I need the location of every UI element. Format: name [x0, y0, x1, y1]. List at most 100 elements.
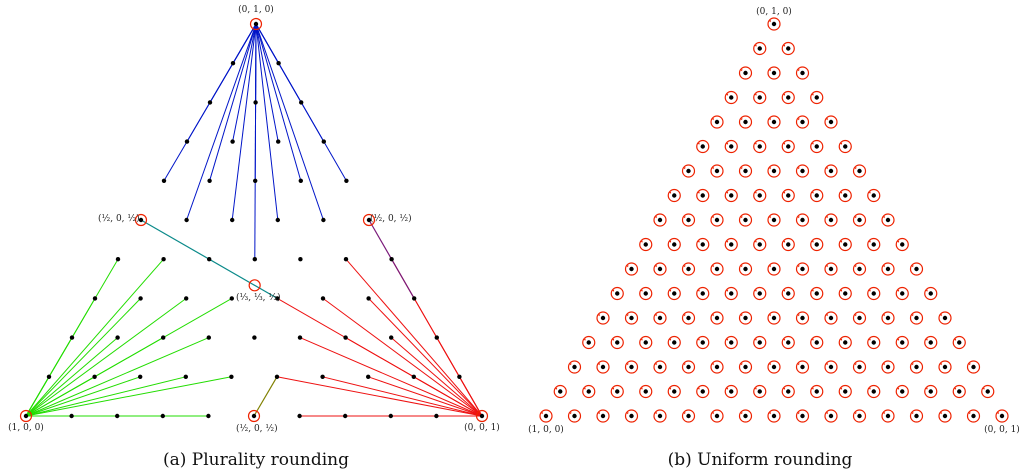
grid-point — [714, 364, 720, 370]
uniform-circle — [781, 237, 795, 252]
grid-point — [274, 374, 280, 379]
grid-point — [298, 178, 303, 183]
uniform-circle — [781, 286, 795, 301]
uniform-circle — [567, 360, 582, 374]
grid-point — [957, 340, 962, 345]
arrow-tip-icon — [740, 265, 743, 268]
arrow-tip-icon — [897, 289, 900, 292]
panel-b-uniform-rounding: (0, 1, 0) (1, 0, 0) (0, 0, 1) (b) Unifor… — [528, 6, 1019, 470]
arrow-tip-icon — [897, 338, 900, 341]
grid-point — [800, 266, 805, 272]
grid-point — [457, 374, 462, 379]
rounding-line — [209, 23, 257, 181]
arrow-tip-icon — [797, 69, 800, 72]
rounding-line — [277, 297, 483, 417]
grid-point — [843, 242, 848, 247]
uniform-circle — [696, 139, 710, 154]
grid-point — [615, 291, 620, 296]
grid-point — [857, 364, 862, 370]
grid-point — [184, 217, 189, 223]
uniform-circle — [681, 262, 696, 276]
grid-point — [871, 340, 876, 345]
grid-point — [757, 389, 762, 394]
uniform-circle — [724, 384, 738, 399]
uniform-circle — [639, 335, 653, 350]
uniform-circle — [738, 164, 753, 178]
grid-point — [138, 217, 144, 223]
grid-point — [729, 95, 734, 100]
grid-point — [757, 46, 762, 51]
rounding-line — [368, 376, 483, 417]
uniform-circle — [924, 335, 938, 350]
arrow-tip-icon — [911, 363, 914, 366]
uniform-circle — [696, 384, 710, 399]
arrow-tip-icon — [712, 314, 714, 317]
grid-point — [253, 100, 258, 105]
grid-point — [786, 340, 791, 345]
arrow-tip-icon — [683, 216, 686, 219]
rounding-arrows — [25, 23, 483, 417]
point-label-left-mid: (½, 0, ½) — [98, 213, 140, 224]
grid-point — [771, 119, 777, 125]
grid-point — [771, 217, 777, 223]
arrow-tip-icon — [769, 20, 771, 23]
arrow-tip-icon — [854, 265, 857, 268]
grid-point — [828, 119, 834, 125]
arrow-tip-icon — [726, 191, 729, 194]
grid-point — [600, 413, 606, 419]
rounding-line — [25, 376, 186, 417]
arrow-tip-icon — [754, 44, 757, 47]
grid-point — [138, 374, 143, 379]
grid-point — [843, 291, 848, 296]
arrow-tip-icon — [826, 265, 828, 268]
grid-point — [412, 296, 417, 301]
grid-point — [828, 168, 834, 174]
uniform-circle — [867, 237, 881, 252]
grid-point — [298, 257, 303, 262]
grid-point — [161, 178, 167, 183]
grid-points-uniform — [539, 17, 1009, 423]
uniform-circle — [681, 409, 696, 423]
arrow-tip-icon — [712, 216, 714, 219]
arrow-tip-icon — [883, 216, 885, 219]
target-circle — [362, 213, 376, 227]
uniform-circle — [696, 188, 710, 203]
grid-point — [828, 217, 834, 223]
arrow-tip-icon — [697, 240, 700, 243]
uniform-circle — [767, 360, 781, 374]
uniform-circle — [824, 262, 838, 276]
uniform-circle — [667, 335, 681, 350]
arrow-tip-icon — [769, 118, 771, 121]
uniform-circle — [596, 409, 610, 423]
grid-point — [942, 413, 948, 419]
arrow-tip-icon — [797, 363, 800, 366]
grid-point — [843, 193, 848, 198]
uniform-circle — [724, 90, 738, 105]
grid-point — [900, 389, 905, 394]
uniform-circle — [710, 262, 724, 276]
vertex-label-top: (0, 1, 0) — [238, 4, 274, 15]
grid-point — [800, 413, 805, 419]
arrow-tip-icon — [612, 338, 615, 341]
grid-point — [657, 266, 663, 272]
arrow-tip-icon — [754, 338, 757, 341]
grid-point — [814, 144, 819, 149]
rounding-line — [390, 337, 483, 417]
uniform-circle — [795, 311, 810, 325]
grid-point — [729, 242, 734, 247]
rounding-line — [25, 337, 209, 417]
uniform-circle — [781, 41, 795, 56]
grid-point — [857, 266, 862, 272]
grid-point — [230, 139, 235, 144]
uniform-circle — [824, 311, 838, 325]
grid-point — [971, 364, 976, 370]
grid-point — [928, 340, 933, 345]
uniform-circle — [838, 335, 852, 350]
uniform-circle — [738, 115, 753, 129]
arrow-tip-icon — [754, 93, 757, 96]
uniform-circle — [938, 360, 952, 374]
rounding-line — [25, 376, 50, 417]
arrow-tip-icon — [811, 338, 814, 341]
grid-point — [700, 340, 705, 345]
grid-point — [230, 217, 235, 223]
